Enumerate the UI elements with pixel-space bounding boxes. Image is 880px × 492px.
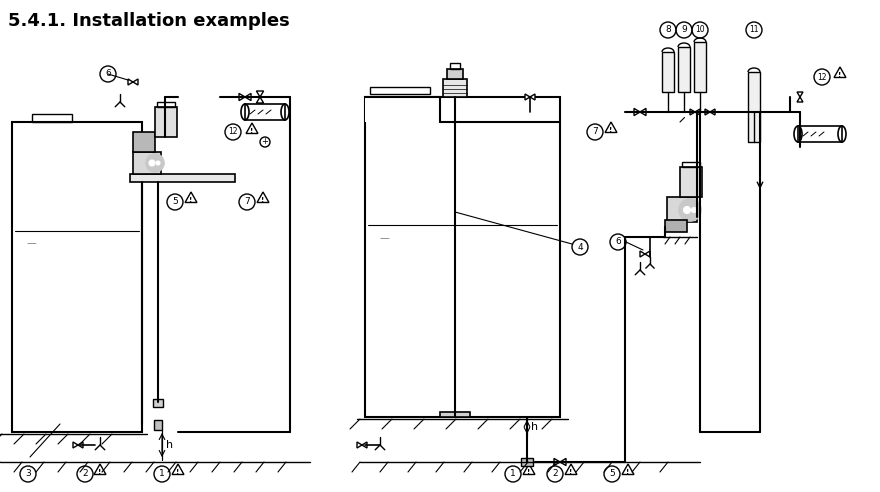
Polygon shape bbox=[640, 251, 645, 257]
Bar bbox=[521, 458, 533, 466]
Text: !: ! bbox=[251, 128, 253, 134]
Bar bbox=[662, 52, 674, 92]
Polygon shape bbox=[73, 442, 78, 448]
Polygon shape bbox=[560, 459, 566, 465]
Polygon shape bbox=[690, 109, 695, 115]
Bar bbox=[682, 162, 700, 167]
Polygon shape bbox=[256, 91, 264, 97]
Text: 4: 4 bbox=[577, 243, 583, 251]
Polygon shape bbox=[530, 94, 535, 100]
Bar bbox=[155, 107, 177, 137]
Polygon shape bbox=[78, 442, 83, 448]
Polygon shape bbox=[362, 442, 367, 448]
Text: 5.4.1. Installation examples: 5.4.1. Installation examples bbox=[8, 12, 290, 30]
Bar bbox=[443, 79, 467, 97]
Polygon shape bbox=[695, 109, 700, 115]
Circle shape bbox=[692, 208, 696, 213]
Polygon shape bbox=[245, 93, 251, 100]
Polygon shape bbox=[554, 459, 560, 465]
Text: 2: 2 bbox=[82, 469, 88, 479]
Text: 9: 9 bbox=[681, 26, 687, 34]
Text: 7: 7 bbox=[592, 127, 598, 136]
Bar bbox=[12, 122, 142, 432]
Text: —: — bbox=[380, 233, 390, 243]
Text: 11: 11 bbox=[749, 26, 759, 34]
Text: h: h bbox=[531, 422, 539, 432]
Bar bbox=[245, 104, 285, 120]
Text: 1: 1 bbox=[159, 469, 165, 479]
Text: !: ! bbox=[261, 197, 265, 203]
Text: !: ! bbox=[569, 469, 573, 475]
Polygon shape bbox=[645, 251, 650, 257]
Text: +: + bbox=[261, 137, 268, 147]
Text: 8: 8 bbox=[665, 26, 671, 34]
Text: !: ! bbox=[99, 469, 101, 475]
Polygon shape bbox=[640, 108, 646, 116]
Polygon shape bbox=[634, 108, 640, 116]
Bar bbox=[370, 87, 430, 94]
Bar bbox=[667, 197, 697, 222]
Circle shape bbox=[149, 160, 155, 166]
Bar bbox=[665, 220, 687, 232]
Text: 6: 6 bbox=[615, 238, 621, 246]
Polygon shape bbox=[710, 109, 715, 115]
Text: 5: 5 bbox=[172, 197, 178, 207]
Bar bbox=[798, 126, 842, 142]
Bar bbox=[154, 420, 162, 430]
Polygon shape bbox=[357, 442, 362, 448]
Bar bbox=[694, 42, 706, 92]
Circle shape bbox=[679, 199, 701, 221]
Bar bbox=[130, 174, 235, 182]
Text: !: ! bbox=[609, 127, 612, 133]
Circle shape bbox=[156, 161, 160, 165]
Text: 7: 7 bbox=[244, 197, 250, 207]
Text: !: ! bbox=[627, 469, 629, 475]
Bar bbox=[678, 47, 690, 92]
Text: 10: 10 bbox=[695, 26, 705, 34]
Circle shape bbox=[671, 113, 689, 131]
Polygon shape bbox=[705, 109, 710, 115]
Text: !: ! bbox=[839, 72, 841, 78]
Text: 5: 5 bbox=[609, 469, 615, 479]
Bar bbox=[748, 72, 760, 142]
Bar bbox=[365, 97, 560, 417]
Circle shape bbox=[146, 154, 164, 172]
Bar bbox=[447, 69, 463, 79]
Polygon shape bbox=[128, 79, 133, 85]
Bar bbox=[440, 412, 470, 417]
Polygon shape bbox=[797, 97, 803, 102]
Text: !: ! bbox=[527, 469, 531, 475]
Bar bbox=[680, 167, 702, 197]
Bar bbox=[450, 63, 460, 69]
Text: —: — bbox=[27, 238, 37, 248]
Polygon shape bbox=[133, 79, 138, 85]
Text: 3: 3 bbox=[26, 469, 31, 479]
Bar bbox=[365, 97, 440, 122]
Text: !: ! bbox=[189, 197, 193, 203]
Bar bbox=[133, 132, 155, 152]
Polygon shape bbox=[256, 97, 264, 103]
Text: 6: 6 bbox=[105, 69, 111, 79]
Circle shape bbox=[684, 207, 691, 214]
Text: h: h bbox=[166, 440, 173, 450]
Text: 1: 1 bbox=[510, 469, 516, 479]
Polygon shape bbox=[525, 94, 530, 100]
Bar bbox=[153, 399, 163, 407]
Text: 12: 12 bbox=[228, 127, 238, 136]
Text: !: ! bbox=[176, 469, 180, 475]
Bar bbox=[157, 102, 175, 107]
Bar bbox=[133, 152, 161, 174]
Text: 12: 12 bbox=[818, 72, 826, 82]
Polygon shape bbox=[239, 93, 245, 100]
Text: 2: 2 bbox=[552, 469, 558, 479]
Polygon shape bbox=[797, 92, 803, 97]
Bar bbox=[32, 114, 72, 122]
